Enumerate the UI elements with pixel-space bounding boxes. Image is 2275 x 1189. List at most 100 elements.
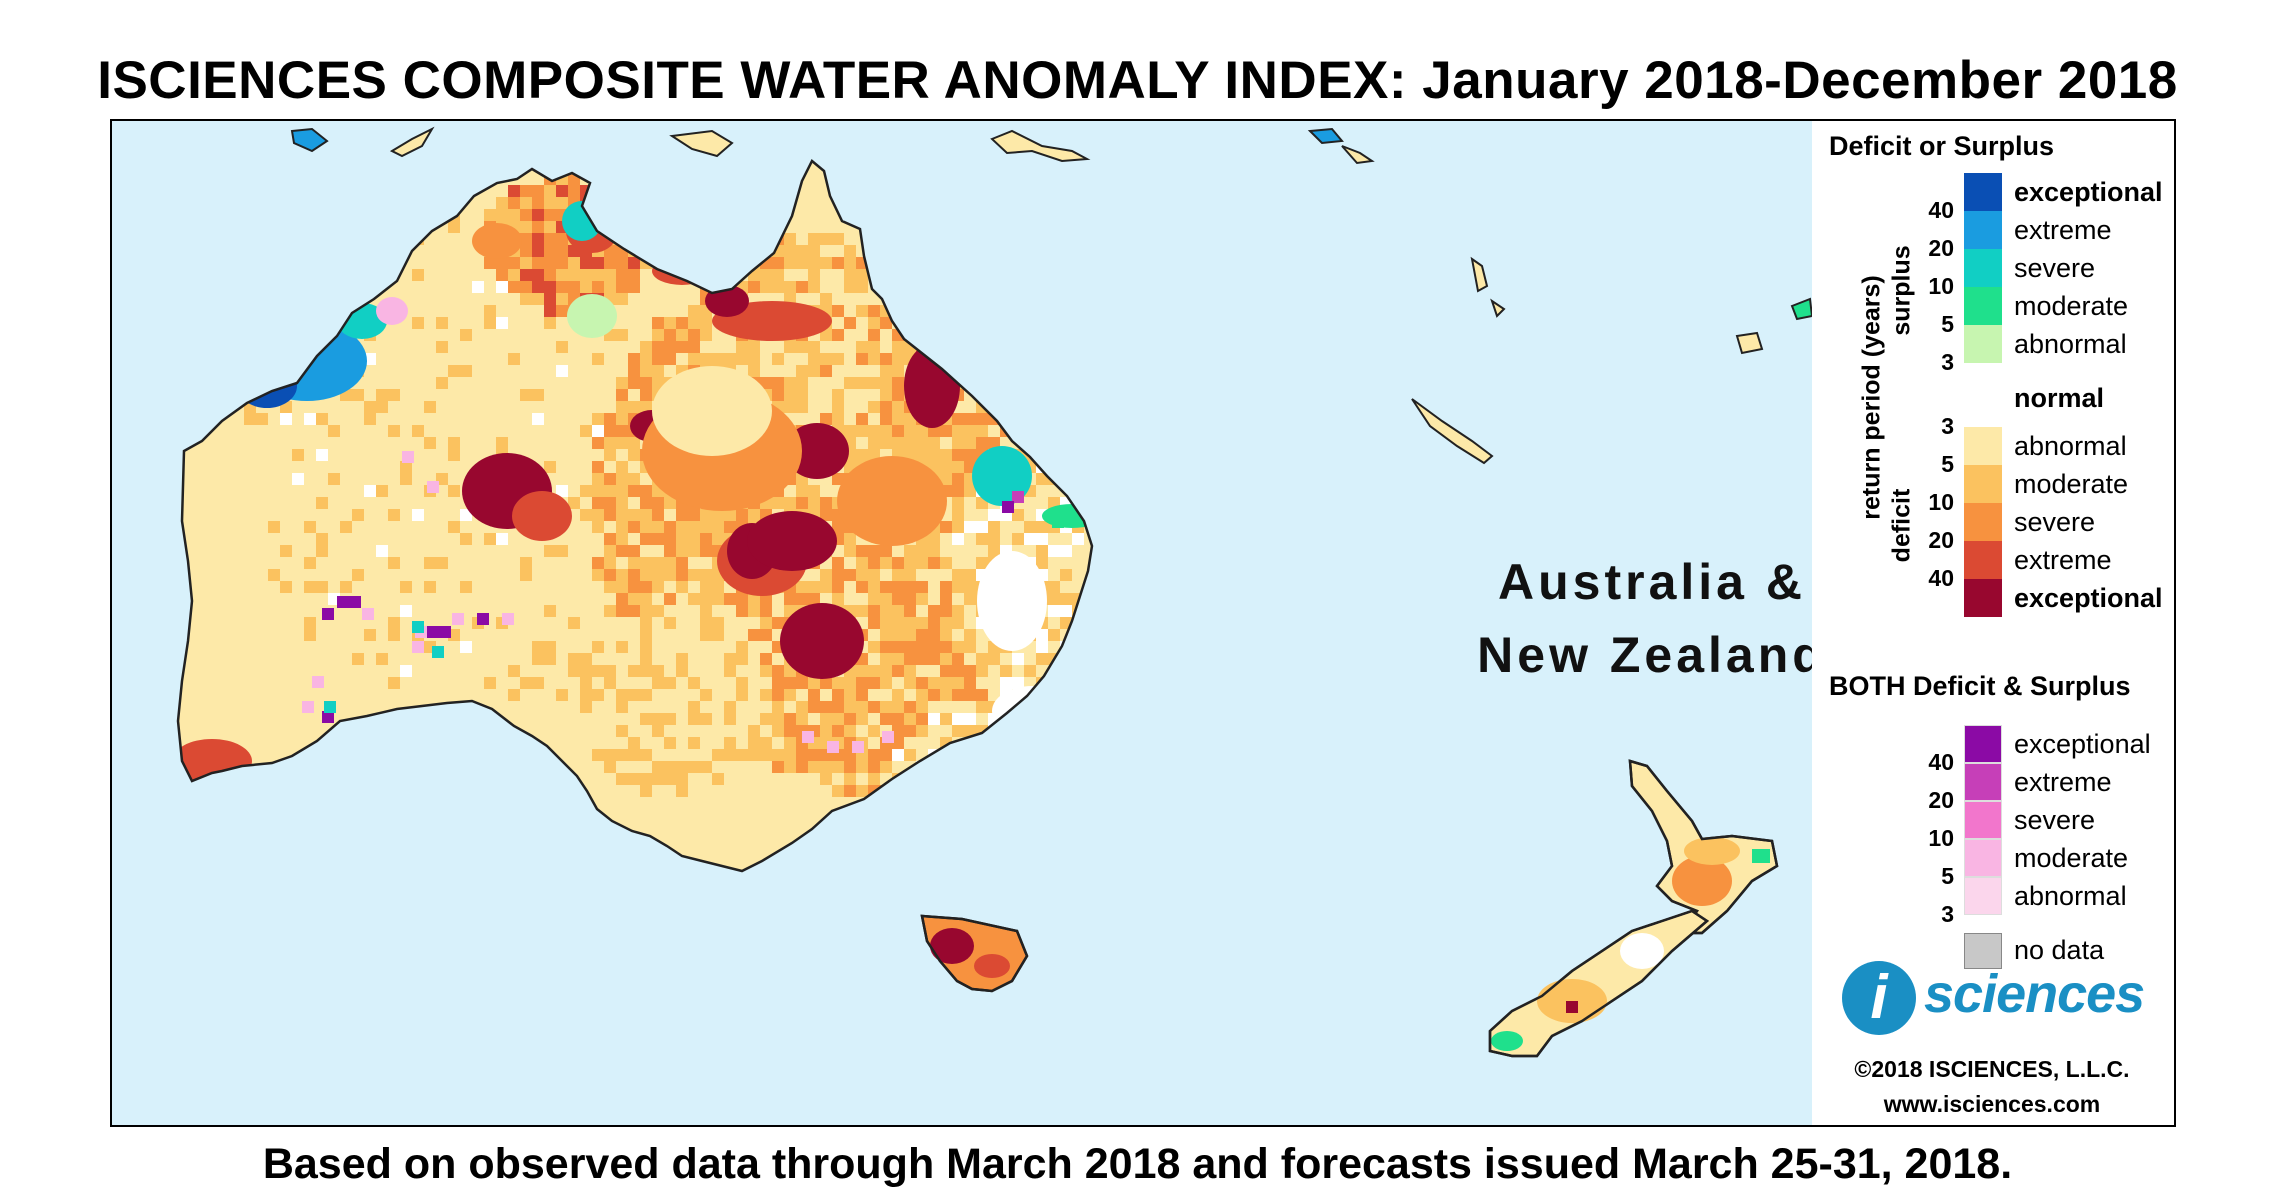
anomaly-cell [388,677,400,689]
legend-both-label: moderate [2014,843,2129,873]
anomaly-cell [880,665,892,677]
anomaly-cell [916,701,928,713]
small-island [1470,256,1489,293]
anomaly-cell [964,785,976,797]
anomaly-cell [616,221,628,233]
anomaly-cell [604,689,616,701]
anomaly-cell [796,485,808,497]
anomaly-cell [700,773,712,785]
anomaly-cell [1036,533,1048,545]
anomaly-cell [784,749,796,761]
anomaly-cell [1060,737,1072,749]
anomaly-cell [448,413,460,425]
anomaly-cell [556,317,568,329]
legend-both-tick: 20 [1928,787,1954,813]
region-label-line2: New Zealand [1477,627,1827,683]
anomaly-cell [700,569,712,581]
nz-normal [1620,933,1664,969]
surplus-cell [1037,451,1049,463]
anomaly-cell [364,425,376,437]
anomaly-cell [880,329,892,341]
anomaly-cell [964,485,976,497]
anomaly-cell [808,689,820,701]
anomaly-cell [652,497,664,509]
anomaly-cell [712,629,724,641]
anomaly-cell [964,437,976,449]
anomaly-cell [916,557,928,569]
anomaly-cell [508,545,520,557]
anomaly-cell [400,521,412,533]
anomaly-cell [832,581,844,593]
anomaly-cell [856,701,868,713]
anomaly-cell [376,533,388,545]
anomaly-cell [472,329,484,341]
anomaly-cell [736,353,748,365]
anomaly-cell [820,353,832,365]
anomaly-cell [412,233,424,245]
anomaly-cell [820,569,832,581]
anomaly-cell [448,545,460,557]
anomaly-cell [760,281,772,293]
anomaly-cell [748,593,760,605]
anomaly-cell [1036,545,1048,557]
anomaly-cell [1048,677,1060,689]
anomaly-cell [604,581,616,593]
anomaly-cell [688,557,700,569]
anomaly-cell [1036,497,1048,509]
anomaly-cell [976,761,988,773]
anomaly-cell [532,389,544,401]
anomaly-cell [1036,473,1048,485]
anomaly-cell [268,521,280,533]
tasmania-hotspot [930,928,974,964]
anomaly-cell [772,665,784,677]
both-cell [1012,491,1024,503]
anomaly-cell [700,617,712,629]
anomaly-cell [640,485,652,497]
anomaly-cell [448,677,460,689]
anomaly-cell [448,521,460,533]
small-island [669,129,734,158]
anomaly-cell [400,377,412,389]
anomaly-cell [388,665,400,677]
legend-deficit-label: exceptional [2014,583,2163,613]
anomaly-cell [772,353,784,365]
anomaly-cell [412,377,424,389]
anomaly-cell [952,773,964,785]
anomaly-cell [568,425,580,437]
anomaly-cell [1012,533,1024,545]
anomaly-cell [364,353,376,365]
anomaly-cell [436,677,448,689]
anomaly-cell [532,185,544,197]
both-cell [302,701,314,713]
anomaly-cell [604,341,616,353]
anomaly-cell [616,509,628,521]
anomaly-cell [628,593,640,605]
anomaly-cell [592,545,604,557]
anomaly-cell [376,461,388,473]
legend-normal-label: normal [2014,383,2105,413]
legend-surplus-tick: 5 [1941,311,1954,337]
anomaly-cell [640,641,652,653]
anomaly-cell [880,437,892,449]
anomaly-cell [472,281,484,293]
anomaly-cell [496,533,508,545]
anomaly-cell [940,713,952,725]
anomaly-cell [592,521,604,533]
anomaly-cell [616,425,628,437]
anomaly-cell [964,761,976,773]
anomaly-cell [868,569,880,581]
anomaly-cell [712,737,724,749]
anomaly-cell [412,653,424,665]
anomaly-cell [496,281,508,293]
anomaly-cell [916,569,928,581]
anomaly-cell [676,581,688,593]
anomaly-cell [892,557,904,569]
anomaly-cell [676,605,688,617]
anomaly-cell [940,749,952,761]
anomaly-cell [424,401,436,413]
anomaly-cell [760,233,772,245]
anomaly-cell [640,593,652,605]
website-link[interactable]: www.isciences.com [1883,1091,2101,1117]
anomaly-cell [940,581,952,593]
anomaly-cell [592,197,604,209]
